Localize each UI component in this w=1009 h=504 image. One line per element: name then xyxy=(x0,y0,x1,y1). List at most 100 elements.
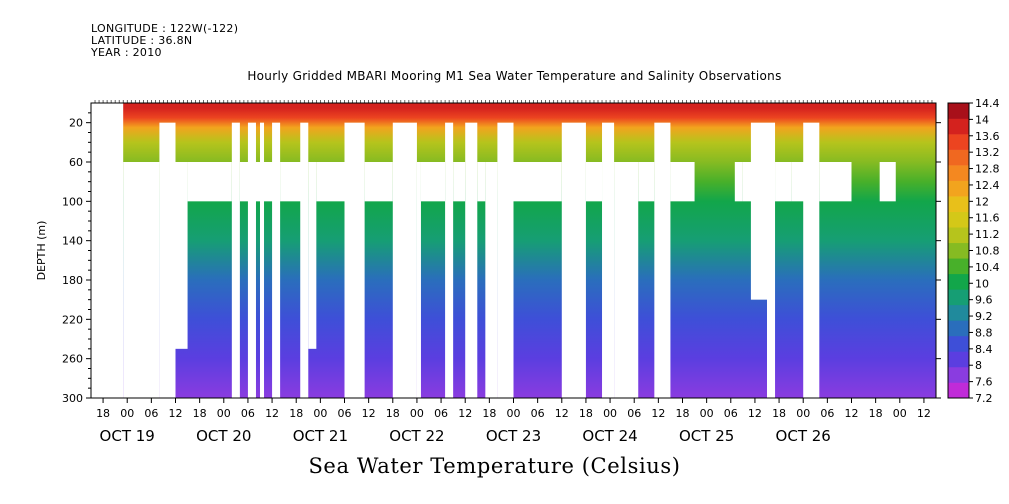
x-day-label: OCT 21 xyxy=(293,427,348,445)
missing-data-gap xyxy=(175,162,188,349)
chart-title: Hourly Gridded MBARI Mooring M1 Sea Wate… xyxy=(247,69,782,83)
x-tick-label: 06 xyxy=(724,407,738,420)
colorbar-label: 12 xyxy=(975,195,989,208)
x-tick-label: 00 xyxy=(120,407,134,420)
colorbar-label: 9.6 xyxy=(975,294,993,307)
mooring-metadata: LONGITUDE : 122W(-122) LATITUDE : 36.8N YE… xyxy=(91,23,238,59)
colorbar-label: 10.4 xyxy=(975,261,1000,274)
colorbar-swatch xyxy=(948,165,969,181)
x-day-label: OCT 23 xyxy=(486,427,541,445)
missing-data-gap xyxy=(638,162,655,202)
missing-data-gap xyxy=(392,122,417,399)
missing-data-gap xyxy=(187,162,232,202)
x-tick-label: 18 xyxy=(289,407,303,420)
colorbar-swatch xyxy=(948,211,969,228)
missing-data-gap xyxy=(123,162,160,398)
y-tick-label: 140 xyxy=(62,235,83,248)
missing-data-gap xyxy=(767,122,776,399)
x-tick-label: 18 xyxy=(386,407,400,420)
missing-data-gap xyxy=(260,122,265,399)
colorbar-label: 11.6 xyxy=(975,212,1000,225)
missing-data-gap xyxy=(344,122,365,399)
x-tick-label: 12 xyxy=(651,407,665,420)
x-tick-label: 18 xyxy=(676,407,690,420)
missing-data-gap xyxy=(231,122,240,399)
missing-data-gap xyxy=(247,122,256,399)
x-tick-label: 12 xyxy=(265,407,279,420)
missing-data-gap xyxy=(803,122,820,399)
colorbar-swatch xyxy=(948,289,969,306)
x-tick-label: 12 xyxy=(458,407,472,420)
missing-data-gap xyxy=(614,162,639,398)
x-day-label: OCT 24 xyxy=(582,427,637,445)
colorbar-swatch xyxy=(948,134,969,150)
x-tick-label: 18 xyxy=(193,407,207,420)
y-tick-label: 20 xyxy=(69,117,83,130)
y-tick-label: 220 xyxy=(62,313,83,326)
x-tick-label: 12 xyxy=(555,407,569,420)
missing-data-gap xyxy=(670,162,695,202)
missing-data-gap xyxy=(585,162,603,202)
colorbar-swatch xyxy=(948,366,969,383)
y-tick-label: 100 xyxy=(62,195,83,208)
colorbar-swatch xyxy=(948,351,969,368)
year-label: YEAR : 2010 xyxy=(91,46,162,59)
x-day-label: OCT 22 xyxy=(389,427,444,445)
x-tick-label: 18 xyxy=(869,407,883,420)
x-tick-label: 00 xyxy=(700,407,714,420)
y-tick-label: 300 xyxy=(62,392,83,405)
missing-data-gap xyxy=(561,122,586,399)
x-tick-label: 12 xyxy=(169,407,183,420)
x-tick-label: 00 xyxy=(507,407,521,420)
missing-data-gap xyxy=(300,122,309,399)
x-day-label: OCT 26 xyxy=(776,427,831,445)
missing-data-gap xyxy=(316,162,345,202)
missing-data-gap xyxy=(602,122,615,399)
missing-data-gap xyxy=(308,162,317,349)
colorbar-swatch xyxy=(948,103,969,119)
missing-data-gap xyxy=(420,162,446,202)
colorbar-swatch xyxy=(948,273,969,290)
x-day-label: OCT 20 xyxy=(196,427,251,445)
colorbar-label: 12.4 xyxy=(975,179,1000,192)
missing-data-gap xyxy=(364,162,393,202)
x-tick-label: 06 xyxy=(338,407,352,420)
x-tick-label: 00 xyxy=(217,407,231,420)
colorbar-label: 7.2 xyxy=(975,392,993,405)
colorbar-label: 8.4 xyxy=(975,343,993,356)
x-tick-label: 06 xyxy=(531,407,545,420)
missing-data-gap xyxy=(750,122,767,300)
x-tick-label: 12 xyxy=(362,407,376,420)
x-tick-label: 00 xyxy=(893,407,907,420)
x-day-label: OCT 19 xyxy=(100,427,155,445)
x-tick-label: 06 xyxy=(820,407,834,420)
x-tick-label: 12 xyxy=(845,407,859,420)
x-tick-label: 00 xyxy=(796,407,810,420)
missing-data-gap xyxy=(485,162,498,398)
missing-data-gap xyxy=(819,162,852,202)
colorbar-swatch xyxy=(948,320,969,337)
colorbar-swatch xyxy=(948,227,969,244)
latitude-label: LATITUDE : 36.8N xyxy=(91,34,193,47)
x-tick-label: 18 xyxy=(96,407,110,420)
colorbar-swatch xyxy=(948,149,969,166)
x-tick-label: 12 xyxy=(748,407,762,420)
missing-data-gap xyxy=(477,162,486,202)
x-tick-label: 00 xyxy=(313,407,327,420)
y-tick-label: 180 xyxy=(62,274,83,287)
colorbar-swatch xyxy=(948,242,969,259)
colorbar-label: 8.8 xyxy=(975,326,993,339)
x-tick-label: 00 xyxy=(603,407,617,420)
missing-data-gap xyxy=(465,122,478,399)
colorbar-label: 10.8 xyxy=(975,245,1000,258)
y-axis-title: DEPTH (m) xyxy=(35,221,48,281)
missing-data-gap xyxy=(497,122,514,399)
y-tick-label: 60 xyxy=(69,156,83,169)
colorbar-swatch xyxy=(948,304,969,321)
longitude-label: LONGITUDE : 122W(-122) xyxy=(91,22,239,35)
missing-data-gap xyxy=(91,103,124,398)
missing-data-gap xyxy=(654,122,671,399)
colorbar-label: 13.6 xyxy=(975,130,1000,143)
colorbar-label: 14.4 xyxy=(975,97,1000,110)
colorbar-label: 11.2 xyxy=(975,228,1000,241)
